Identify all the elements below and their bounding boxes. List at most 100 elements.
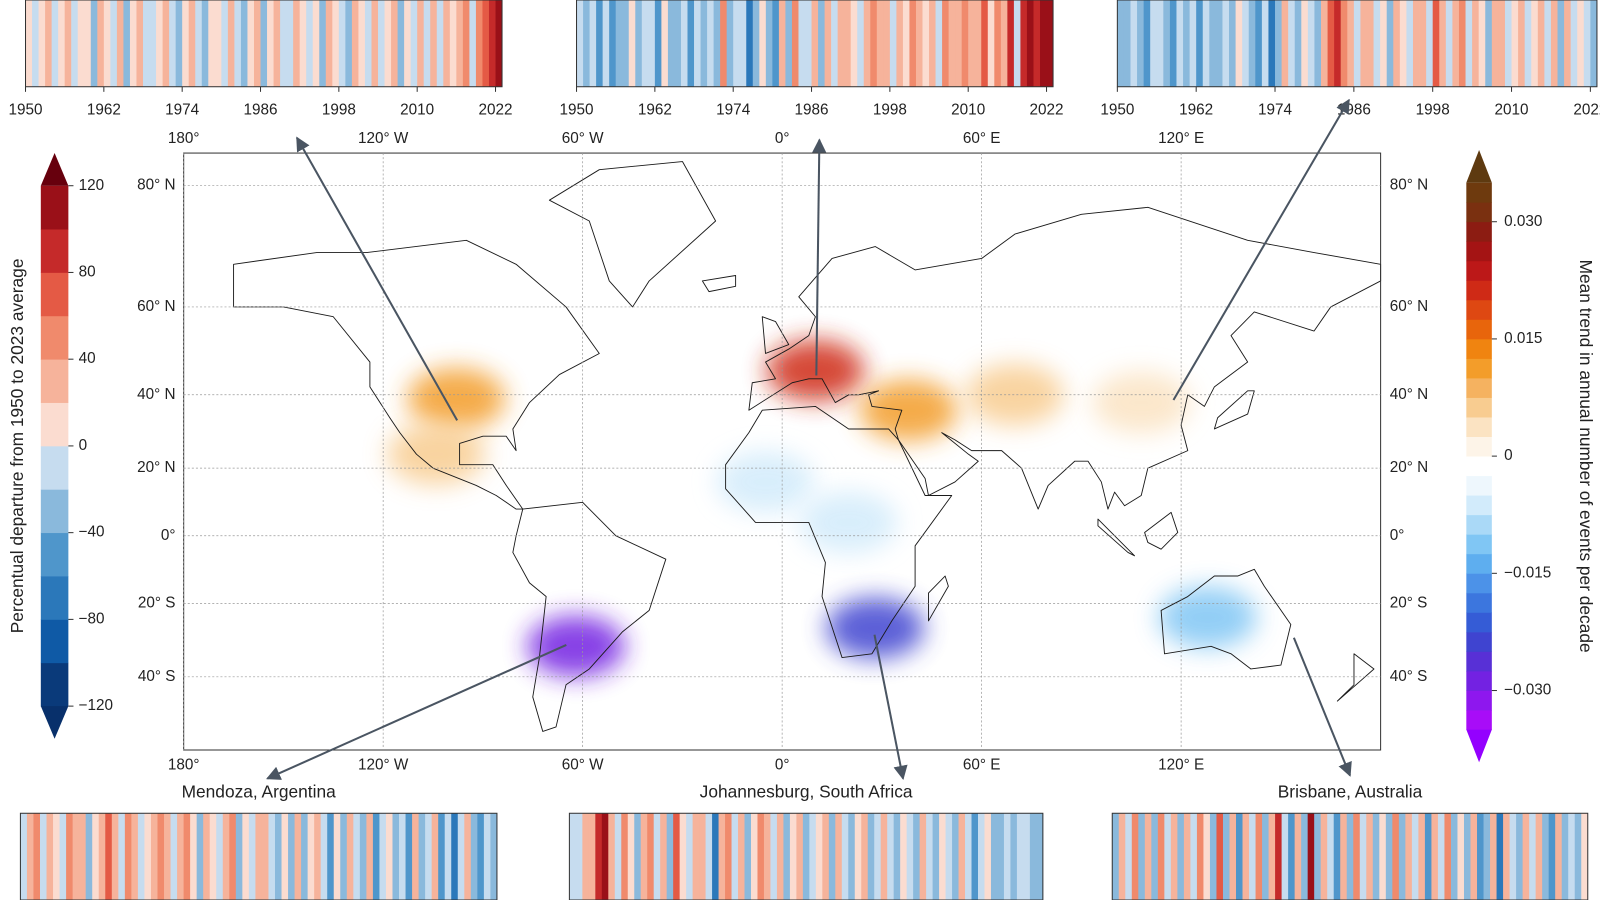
stripe (809, 813, 817, 900)
colorbar-extension (1466, 729, 1492, 763)
stripe (1531, 0, 1539, 87)
lat-tick-label-left: 40° S (138, 668, 176, 685)
stripe (822, 813, 830, 900)
stripe (1327, 813, 1335, 900)
colorbar-segment (40, 445, 69, 490)
stripe (1036, 813, 1044, 900)
stripe (84, 0, 92, 87)
colorbar-segment (1466, 553, 1492, 574)
x-tick-label: 1950 (560, 101, 594, 118)
stripe (635, 0, 643, 87)
stripe (955, 0, 963, 87)
stripe (818, 0, 825, 87)
coastlines (233, 161, 1382, 732)
stripe (1216, 813, 1224, 900)
stripe (51, 0, 59, 87)
stripe (906, 813, 914, 900)
colorbar-segment (40, 185, 69, 230)
trend-region (799, 491, 898, 554)
stripe (1242, 0, 1250, 87)
stripe (1483, 813, 1491, 900)
stripe (948, 0, 956, 87)
x-tick-label: 1974 (165, 101, 200, 118)
stripe (462, 0, 470, 87)
x-tick-label: 2022 (1030, 101, 1064, 118)
stripe (1518, 0, 1526, 87)
stripe (575, 813, 583, 900)
x-tick-label: 1962 (1179, 101, 1213, 118)
stripe (110, 0, 118, 87)
colorbar-tick-label: −0.015 (1504, 564, 1551, 581)
colorbar-tick-label: −40 (79, 524, 105, 541)
lon-tick-label-bottom: 0° (775, 756, 790, 773)
stripe (1143, 0, 1151, 87)
stripe (203, 813, 211, 900)
stripe (327, 813, 335, 900)
coastline (512, 501, 667, 732)
lon-tick-label-bottom: 60° W (562, 756, 604, 773)
stripe (1196, 0, 1204, 87)
stripe (345, 0, 353, 87)
stripe (1426, 0, 1434, 87)
stripe (1399, 0, 1407, 87)
coastline (1160, 568, 1292, 670)
colorbar-segment (1466, 221, 1492, 242)
stripe (1522, 813, 1530, 900)
stripe (325, 0, 333, 87)
stripe (837, 0, 845, 87)
stripe (725, 813, 732, 900)
stripe (477, 813, 485, 900)
stripe (46, 813, 54, 900)
stripe (1163, 0, 1171, 87)
colorbar-tick-label: −120 (79, 697, 113, 714)
stripe-frame (568, 812, 1044, 900)
stripe (1156, 0, 1164, 87)
stripe (1222, 0, 1230, 87)
stripe (1485, 0, 1493, 87)
stripe (312, 0, 320, 87)
stripe (1424, 813, 1432, 900)
x-tick-label: 1998 (322, 101, 356, 118)
stripe (1419, 0, 1427, 87)
arrow (266, 643, 567, 780)
stripe (1144, 813, 1152, 900)
stripe (707, 0, 715, 87)
stripe (175, 0, 183, 87)
colorbar-segment (1466, 202, 1492, 223)
stripe (399, 813, 406, 900)
stripe (919, 813, 927, 900)
colorbar-tick-label: −80 (79, 610, 105, 627)
stripe (1046, 0, 1054, 87)
stripe (1007, 0, 1015, 87)
stripe (802, 813, 810, 900)
stripe (974, 0, 982, 87)
colorbar-tick-label: 80 (79, 263, 96, 280)
stripe (1366, 0, 1374, 87)
stripe (1288, 0, 1296, 87)
stripe (913, 813, 921, 900)
stripe (1321, 0, 1328, 87)
stripe (1138, 813, 1146, 900)
stripe (1112, 813, 1120, 900)
stripe (726, 0, 734, 87)
stripe (1359, 813, 1367, 900)
stripe (1581, 813, 1589, 900)
stripe (45, 0, 53, 87)
stripe (1203, 813, 1211, 900)
stripe (1503, 813, 1510, 900)
stripe (1020, 0, 1028, 87)
stripe (495, 0, 503, 87)
colorbar-segment (1466, 495, 1492, 516)
stripe (1550, 0, 1558, 87)
stripe (149, 0, 157, 87)
stripe (222, 813, 230, 900)
lat-tick-label-right: 40° S (1390, 668, 1428, 685)
stripe (770, 813, 778, 900)
stripe (861, 813, 869, 900)
stripe (958, 813, 966, 900)
stripe (59, 813, 67, 900)
stripe (1437, 813, 1445, 900)
lon-tick-label-bottom: 120° W (358, 756, 409, 773)
stripe (431, 813, 439, 900)
stripe (1535, 813, 1543, 900)
